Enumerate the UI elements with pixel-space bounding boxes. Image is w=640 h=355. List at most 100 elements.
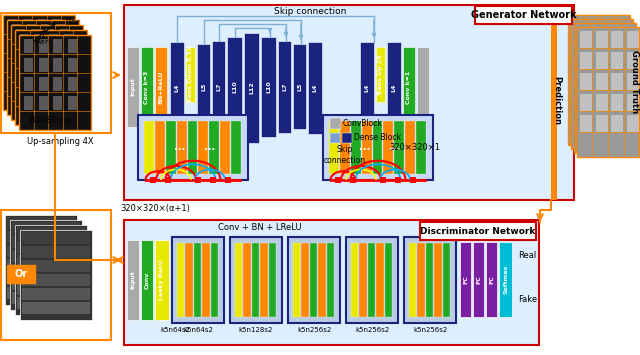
Bar <box>20 230 92 320</box>
Bar <box>63 53 72 67</box>
Bar <box>574 23 636 153</box>
Bar <box>38 58 47 72</box>
Bar <box>227 37 242 137</box>
Text: Ground Truth: Ground Truth <box>630 50 639 114</box>
Bar <box>20 34 29 48</box>
Bar <box>53 58 62 72</box>
Bar <box>605 44 617 61</box>
Bar <box>323 115 433 180</box>
Bar <box>608 111 620 128</box>
Bar <box>138 115 248 180</box>
Bar <box>571 19 583 36</box>
Bar <box>26 43 35 57</box>
Text: L10: L10 <box>266 81 271 93</box>
Bar <box>177 243 184 317</box>
Bar <box>244 33 259 143</box>
Bar <box>473 242 484 317</box>
Bar <box>17 227 85 239</box>
Bar <box>225 177 231 183</box>
Bar <box>51 76 61 90</box>
Bar <box>63 91 72 105</box>
Text: Or: Or <box>15 269 28 279</box>
Bar <box>608 90 620 107</box>
Bar <box>383 121 394 174</box>
Bar <box>35 34 44 48</box>
Bar <box>12 81 21 95</box>
Bar <box>434 243 442 317</box>
Bar <box>589 23 602 40</box>
Bar <box>124 5 574 200</box>
Bar <box>623 90 636 107</box>
Bar <box>22 38 31 52</box>
Text: FC: FC <box>489 275 494 284</box>
Bar <box>51 19 61 33</box>
Bar <box>56 81 65 95</box>
Bar <box>212 41 225 133</box>
Bar <box>12 250 80 262</box>
Bar <box>53 77 62 91</box>
Bar <box>7 287 75 299</box>
Text: L4: L4 <box>175 84 179 92</box>
Bar <box>31 67 40 81</box>
Bar <box>67 96 77 110</box>
Bar <box>551 15 557 200</box>
Bar <box>20 72 29 86</box>
Text: Fake: Fake <box>518 295 537 305</box>
Text: Conv + BN + LReLU: Conv + BN + LReLU <box>218 224 302 233</box>
Text: ...: ... <box>204 142 215 153</box>
Bar <box>7 231 75 243</box>
Bar <box>611 52 623 69</box>
Bar <box>380 177 386 183</box>
Bar <box>16 48 25 62</box>
Bar <box>202 243 210 317</box>
Text: k5n256s2: k5n256s2 <box>297 327 331 333</box>
Bar <box>627 52 639 69</box>
Bar <box>301 243 308 317</box>
Bar <box>197 44 210 129</box>
Bar <box>17 297 85 309</box>
Bar <box>231 121 241 174</box>
Bar <box>351 243 358 317</box>
Bar <box>150 177 156 183</box>
Text: BN+ReLU: BN+ReLU <box>159 70 163 104</box>
Bar <box>60 29 68 43</box>
Bar <box>51 57 61 71</box>
Bar <box>586 103 598 120</box>
Bar <box>621 86 632 103</box>
Text: Prediction: Prediction <box>552 76 561 125</box>
Bar <box>67 39 77 53</box>
Bar <box>404 237 456 323</box>
Text: Trans Down 0.5X: Trans Down 0.5X <box>188 45 193 104</box>
Bar <box>589 107 602 124</box>
Bar <box>67 58 77 72</box>
Bar <box>12 292 80 304</box>
Text: Input: Input <box>131 271 136 289</box>
Bar <box>623 111 636 128</box>
Bar <box>12 222 80 234</box>
Bar <box>37 38 46 52</box>
Bar <box>12 24 21 38</box>
Bar <box>618 19 630 36</box>
Bar <box>26 62 35 76</box>
Bar <box>342 133 352 143</box>
Bar <box>577 69 589 86</box>
Bar <box>17 269 85 281</box>
Text: L4: L4 <box>312 84 317 92</box>
Bar <box>330 133 340 143</box>
Text: Input: Input <box>131 78 136 96</box>
Text: Discriminator Network: Discriminator Network <box>420 226 536 235</box>
Bar <box>63 72 72 86</box>
Bar <box>127 47 139 127</box>
Bar <box>499 242 512 317</box>
Bar <box>31 86 40 100</box>
Bar <box>602 40 614 57</box>
Text: FC: FC <box>463 275 468 284</box>
Bar <box>387 42 401 134</box>
Bar <box>595 31 607 48</box>
Bar <box>41 24 50 38</box>
Bar <box>24 77 33 91</box>
Bar <box>623 48 636 65</box>
Bar <box>593 27 605 44</box>
Bar <box>602 82 614 99</box>
Bar <box>420 222 536 240</box>
